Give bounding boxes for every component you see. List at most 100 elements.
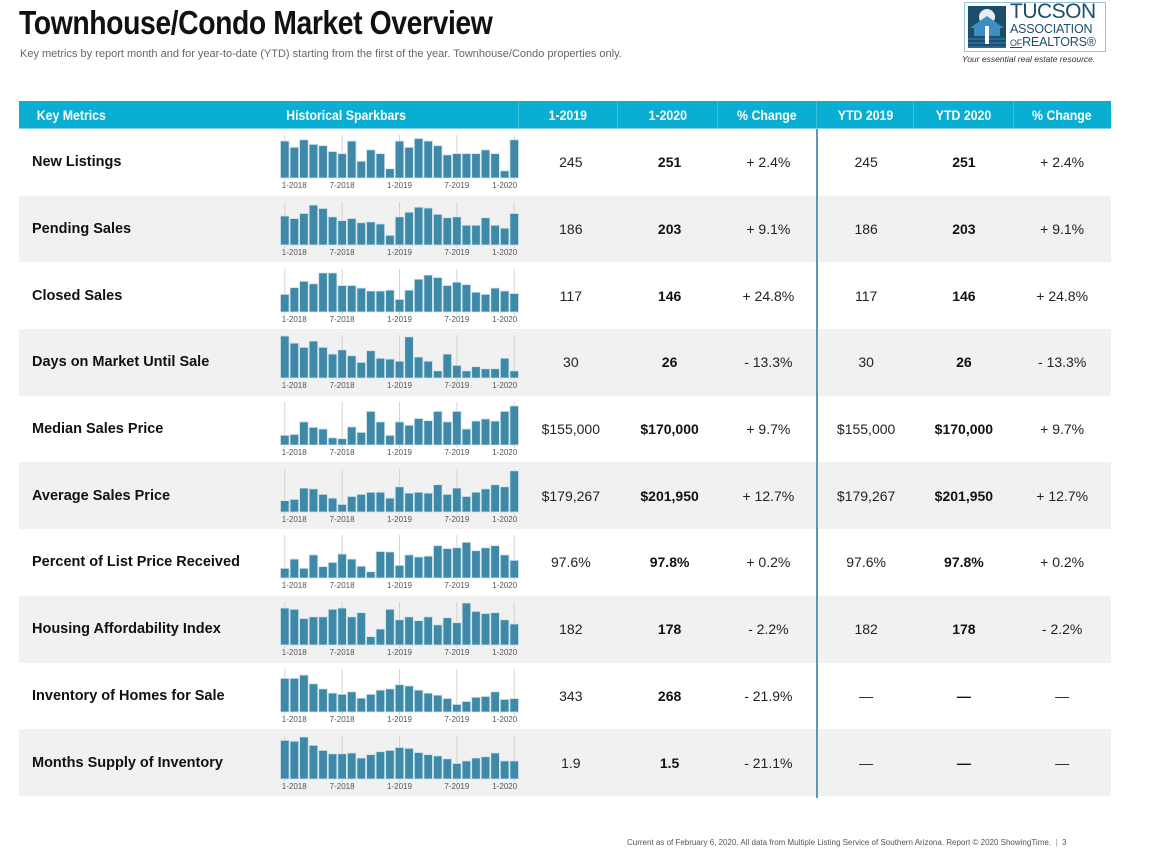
metric-name: Percent of List Price Received	[32, 554, 240, 571]
sparkbar-bar	[347, 616, 357, 646]
sparkbar-bar	[395, 298, 405, 313]
sparkbar-tick-label: 1-2018	[282, 248, 307, 257]
sparkbar-chart: 1-2018 7-2018 1-2019 7-2019 1-2020	[260, 196, 521, 263]
sparkbar-bar	[462, 602, 472, 646]
sparkbar-bar	[433, 545, 443, 579]
sparkbar-tick-label: 1-2020	[493, 248, 518, 257]
value-ytd-2019: 30	[858, 354, 874, 371]
sparkbar-bar	[318, 616, 329, 646]
sparkbar-bar	[471, 420, 482, 446]
sparkbar-bar	[290, 677, 300, 713]
sparkbar-bar	[366, 290, 376, 313]
sparkbar-bar	[500, 358, 510, 379]
sparkbar-bar	[376, 223, 386, 246]
sparkbar-bar	[500, 698, 510, 713]
sparkbar-bar	[423, 753, 434, 779]
sparkbar-tick-label: 1-2020	[493, 581, 518, 590]
sparkbar: 1-2018 7-2018 1-2019 7-2019 1-2020	[279, 129, 521, 195]
sparkbar-bar	[414, 138, 424, 179]
sparkbar: 1-2018 7-2018 1-2019 7-2019 1-2020	[279, 596, 521, 662]
sparkbar-bar	[347, 559, 357, 579]
sparkbar-bar	[357, 222, 367, 246]
sparkbar-svg: 1-2018 7-2018 1-2019 7-2019 1-2020	[280, 668, 520, 724]
value-1-2020: $201,950	[640, 487, 699, 504]
sparkbar-bar	[452, 365, 462, 379]
table-row: Median Sales Price 1-2018 7-2018 1-2019 7-20…	[19, 396, 1111, 463]
sparkbar-bar	[318, 428, 329, 446]
value-1-2020: 97.8%	[649, 554, 690, 571]
sparkbar-bar	[347, 140, 357, 179]
sparkbar-bar	[443, 217, 453, 246]
value-ytd-2019: —	[859, 754, 874, 771]
sparkbar-bar	[443, 154, 453, 179]
sparkbar-tick-label: 1-2018	[282, 648, 307, 657]
sparkbar-svg: 1-2018 7-2018 1-2019 7-2019 1-2020	[280, 202, 520, 257]
col-header-ytd-2019: YTD 2019	[817, 101, 915, 128]
house-cactus-icon	[968, 6, 1006, 48]
ytd-pct-change: + 24.8%	[1036, 287, 1089, 304]
sparkbar-bar	[385, 609, 396, 646]
sparkbar-bar	[481, 755, 491, 779]
sparkbar-bar	[347, 752, 357, 779]
col-header-pct-change: % Change	[718, 101, 817, 128]
logo-text-association: ASSOCIATION	[1010, 22, 1093, 36]
sparkbar-bar	[337, 438, 348, 446]
sparkbar-tick-label: 7-2018	[330, 648, 355, 657]
sparkbar-bar	[433, 276, 443, 313]
sparkbar: 1-2018 7-2018 1-2019 7-2019 1-2020	[279, 529, 521, 595]
sparkbar-bar	[376, 421, 386, 446]
sparkbar: 1-2018 7-2018 1-2019 7-2019 1-2020	[279, 463, 521, 529]
logo-text-of-realtors: OFREALTORS®	[1010, 35, 1096, 49]
sparkbar-bar	[443, 698, 453, 713]
sparkbar-bar	[404, 289, 415, 313]
sparkbar-bar	[366, 491, 376, 513]
sparkbar-tick-label: 1-2018	[282, 315, 307, 324]
sparkbar-tick-label: 1-2018	[282, 581, 307, 590]
sparkbar-bar	[290, 740, 300, 779]
value-1-2019: $179,267	[541, 487, 601, 504]
sparkbar-bar	[395, 140, 405, 179]
sparkbar-tick-label: 7-2019	[445, 181, 470, 190]
sparkbar-bar	[290, 559, 300, 579]
sparkbar-svg: 1-2018 7-2018 1-2019 7-2019 1-2020	[280, 135, 520, 190]
pct-change: + 2.4%	[746, 154, 791, 171]
sparkbar-bar	[443, 617, 453, 646]
sparkbar-bar	[328, 752, 338, 779]
table-row: Percent of List Price Received 1-2018 7-20…	[19, 529, 1111, 596]
sparkbar-chart: 1-2018 7-2018 1-2019 7-2019 1-2020	[260, 663, 521, 730]
sparkbar-chart: 1-2018 7-2018 1-2019 7-2019 1-2020	[260, 129, 521, 196]
value-ytd-2020: $201,950	[934, 487, 994, 504]
sparkbar: 1-2018 7-2018 1-2019 7-2019 1-2020	[279, 663, 521, 729]
metric-name: Housing Affordability Index	[32, 621, 221, 638]
sparkbar-bar	[337, 220, 348, 246]
sparkbar-bar	[481, 695, 491, 713]
sparkbar-bar	[385, 168, 396, 179]
table-header: Key Metrics Historical Sparkbars 1-2019 …	[19, 101, 1111, 129]
sparkbar-tick-label: 1-2019	[387, 181, 412, 190]
sparkbar-bar	[471, 366, 482, 379]
col-header-1-2020: 1-2020	[618, 101, 718, 128]
ytd-pct-change: + 9.7%	[1040, 421, 1085, 438]
sparkbar-bar	[366, 411, 376, 446]
sparkbar-tick-label: 7-2018	[330, 715, 355, 724]
value-1-2019: 182	[559, 621, 583, 638]
value-1-2019: 186	[559, 221, 583, 238]
sparkbar: 1-2018 7-2018 1-2019 7-2019 1-2020	[279, 329, 521, 395]
sparkbar-bar	[299, 280, 310, 313]
sparkbar-bar	[509, 405, 520, 446]
sparkbar-bar	[337, 349, 348, 379]
value-1-2020: 146	[657, 287, 682, 304]
sparkbar-bar	[490, 484, 501, 513]
ytd-pct-change: + 9.1%	[1040, 221, 1085, 238]
sparkbar-tick-label: 1-2020	[493, 515, 518, 524]
table-row: Inventory of Homes for Sale 1-2018 7-2018 1…	[19, 663, 1111, 730]
sparkbar-bar	[280, 677, 290, 713]
value-ytd-2020: —	[956, 754, 971, 771]
value-1-2020: 251	[657, 154, 682, 171]
sparkbar-tick-label: 1-2018	[282, 381, 307, 390]
sparkbar-tick-label: 7-2018	[330, 581, 355, 590]
sparkbar-bar	[337, 503, 348, 513]
sparkbar-tick-label: 1-2020	[493, 181, 518, 190]
sparkbar-bar	[404, 147, 415, 179]
value-ytd-2020: 97.8%	[944, 554, 984, 571]
